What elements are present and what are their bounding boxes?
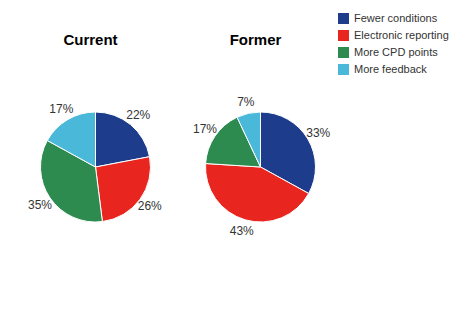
svg-text:17%: 17% xyxy=(193,122,217,136)
svg-text:35%: 35% xyxy=(28,198,52,212)
svg-text:17%: 17% xyxy=(49,102,73,116)
svg-text:43%: 43% xyxy=(230,224,254,238)
html-text:Former: Former xyxy=(229,31,282,48)
html-text:More CPD points: More CPD points xyxy=(354,46,438,58)
html-text:Current: Current xyxy=(63,31,118,48)
svg-text:22%: 22% xyxy=(126,108,150,122)
html-text:Fewer conditions: Fewer conditions xyxy=(354,12,438,24)
svg-text:26%: 26% xyxy=(138,199,162,213)
svg-text:7%: 7% xyxy=(237,95,255,109)
html-text:Electronic reporting: Electronic reporting xyxy=(354,29,449,41)
svg-text:33%: 33% xyxy=(306,126,330,140)
html-text:More feedback: More feedback xyxy=(354,63,427,75)
